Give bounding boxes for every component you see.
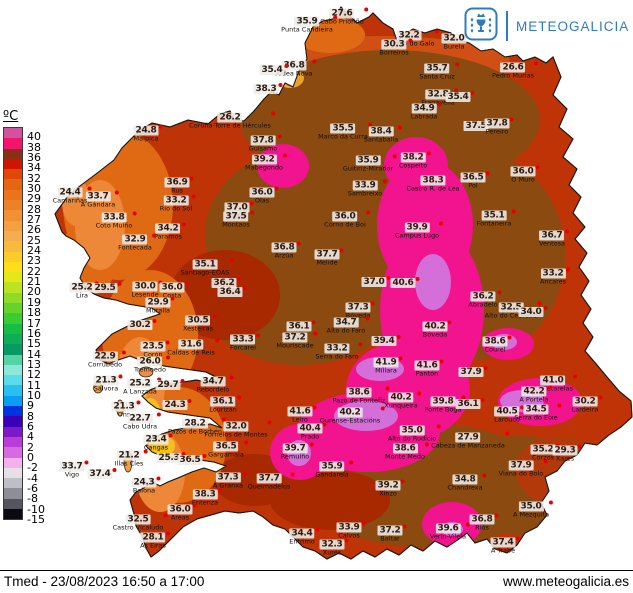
legend-band	[4, 210, 22, 221]
legend-tick-label: -15	[27, 513, 45, 526]
legend-title: ºC	[3, 109, 19, 124]
legend-band	[4, 436, 22, 448]
legend-tick-label: 28	[27, 202, 41, 216]
legend-tick-label: 18	[27, 306, 41, 320]
legend-tick-label: 20	[27, 285, 41, 299]
legend-tick-label: 8	[27, 409, 34, 423]
legend-band	[4, 282, 22, 293]
islands	[93, 366, 154, 473]
legend-band	[4, 292, 22, 304]
legend-tick-label: -6	[27, 481, 38, 495]
legend-band	[4, 508, 22, 520]
logo-divider	[506, 11, 508, 41]
legend-tick-label: 0	[27, 450, 34, 464]
legend-tick-label: 2	[27, 440, 34, 454]
legend-band	[4, 138, 22, 149]
legend-band	[4, 303, 22, 314]
legend-tick-label: 22	[27, 264, 41, 278]
legend-tick-label: 21	[27, 275, 41, 289]
legend-band	[4, 189, 22, 201]
legend-band	[4, 364, 22, 376]
legend-band	[4, 158, 22, 170]
legend-tick-label: 38	[27, 140, 41, 154]
xunta-shield-icon	[464, 7, 498, 45]
legend-tick-label: 26	[27, 223, 41, 237]
legend-tick-label: 16	[27, 326, 41, 340]
legend-band	[4, 488, 22, 499]
legend-band	[4, 344, 22, 355]
temperature-shading	[62, 17, 605, 547]
legend-tick-label: 30	[27, 182, 41, 196]
legend-band	[4, 313, 22, 324]
legend-band	[4, 375, 22, 386]
status-bar: Tmed - 23/08/2023 16:50 a 17:00 www.mete…	[0, 570, 633, 593]
legend-tick-label: 11	[27, 378, 41, 392]
galicia-map	[54, 6, 633, 560]
legend-band	[4, 457, 22, 468]
timestamp-label: Tmed - 23/08/2023 16:50 a 17:00	[4, 574, 205, 589]
legend-band	[4, 447, 22, 458]
legend-band	[4, 220, 22, 231]
legend-tick-label: 27	[27, 213, 41, 227]
legend-band	[4, 354, 22, 365]
legend-band	[4, 169, 22, 180]
legend-band	[4, 385, 22, 396]
legend-tick-label: 36	[27, 151, 41, 165]
legend-tick-label: 12	[27, 368, 41, 382]
galicia-map-svg	[54, 6, 633, 560]
legend-tick-label: -4	[27, 471, 38, 485]
legend-band	[4, 241, 22, 252]
legend-tick-label: -8	[27, 492, 38, 506]
legend-band	[4, 230, 22, 242]
legend-tick-label: 14	[27, 347, 41, 361]
legend-band	[4, 498, 22, 509]
temperature-legend: ºC 40 38 36 34 32 30 29 28 27 26 25 24 23 22 21 20 19 18 1…	[0, 0, 55, 570]
legend-band	[4, 426, 22, 437]
legend-tick-label: 34	[27, 161, 41, 175]
legend-tick-label: 9	[27, 399, 34, 413]
legend-band	[4, 323, 22, 334]
legend-band	[4, 148, 22, 159]
legend-tick-label: 17	[27, 316, 41, 330]
legend-color-strip	[3, 127, 23, 520]
legend-tick-label: 19	[27, 295, 41, 309]
meteogalicia-wordmark: METEOGALICIA	[516, 18, 630, 34]
legend-band	[4, 179, 22, 190]
legend-tick-label: 4	[27, 430, 34, 444]
legend-tick-label: -10	[27, 502, 45, 516]
legend-band	[4, 261, 22, 273]
legend-band	[4, 406, 22, 417]
legend-band	[4, 200, 22, 211]
legend-tick-label: 25	[27, 233, 41, 247]
legend-band	[4, 251, 22, 262]
legend-tick-label: 32	[27, 171, 41, 185]
legend-tick-label: 6	[27, 419, 34, 433]
legend-tick-label: 40	[27, 130, 41, 144]
legend-tick-label: 13	[27, 357, 41, 371]
legend-tick-label: 24	[27, 244, 41, 258]
legend-tick-label: 29	[27, 192, 41, 206]
legend-tick-label: 15	[27, 337, 41, 351]
legend-tick-label: 10	[27, 388, 41, 402]
legend-band	[4, 416, 22, 427]
legend-band	[4, 395, 22, 407]
legend-band	[4, 272, 22, 283]
meteogalicia-logo: METEOGALICIA	[464, 7, 629, 45]
legend-band	[4, 333, 22, 345]
legend-tick-label: -2	[27, 461, 38, 475]
legend-band	[4, 128, 22, 139]
legend-band	[4, 478, 22, 489]
legend-tick-label: 23	[27, 254, 41, 268]
website-label: www.meteogalicia.es	[502, 574, 629, 589]
legend-band	[4, 467, 22, 479]
